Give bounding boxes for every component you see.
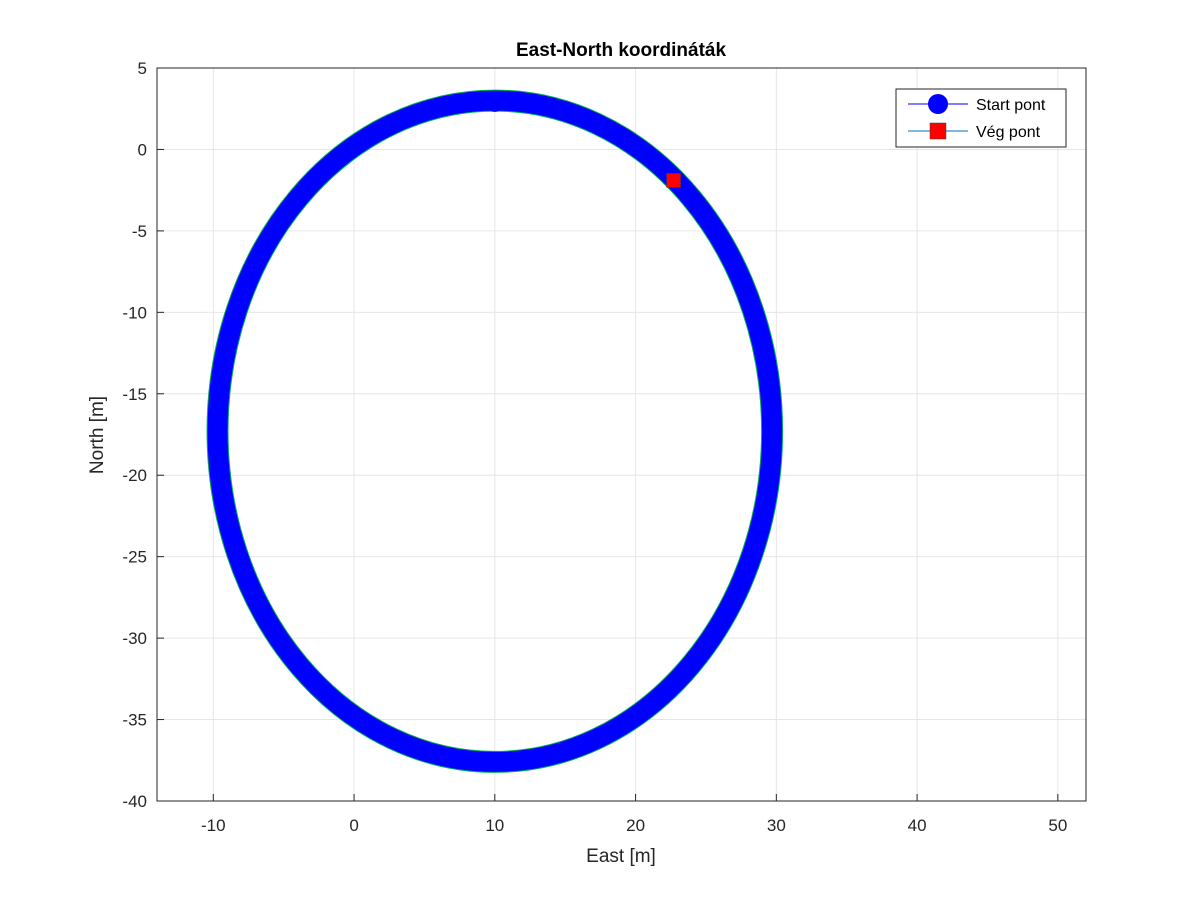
legend-label-start: Start pont xyxy=(976,97,1046,114)
y-tick-label: -30 xyxy=(122,629,147,648)
y-tick-label: -35 xyxy=(122,711,147,730)
grid xyxy=(157,67,1086,802)
x-tick-label: 20 xyxy=(626,816,645,835)
chart-title: East-North koordináták xyxy=(516,40,727,61)
legend-label-end: Vég pont xyxy=(976,124,1041,141)
legend-marker-end xyxy=(929,122,947,140)
y-tick-label: -5 xyxy=(132,222,147,241)
y-tick-label: 5 xyxy=(138,59,147,78)
y-tick-label: -15 xyxy=(122,385,147,404)
legend: Start pont Vég pont xyxy=(895,88,1067,148)
x-tick-label: 30 xyxy=(767,816,786,835)
axes xyxy=(156,67,1087,802)
x-tick-label: 50 xyxy=(1048,816,1067,835)
y-tick-label: -20 xyxy=(122,466,147,485)
y-axis-label: North [m] xyxy=(87,396,108,474)
legend-box xyxy=(895,88,1067,148)
x-tick-label: 10 xyxy=(485,816,504,835)
axes-box xyxy=(156,67,1087,802)
y-tick-label: -10 xyxy=(122,303,147,322)
x-tick-label: 0 xyxy=(349,816,358,835)
x-tick-label: 40 xyxy=(908,816,927,835)
legend-marker-start xyxy=(928,94,948,114)
x-tick-label: -10 xyxy=(201,816,226,835)
y-tick-label: -25 xyxy=(122,548,147,567)
end-point-marker xyxy=(666,173,681,188)
y-tick-label: -40 xyxy=(122,792,147,811)
y-tick-label: 0 xyxy=(138,140,147,159)
x-axis-label: East [m] xyxy=(586,846,656,867)
start-point-marker xyxy=(486,95,503,112)
plot-area xyxy=(206,89,784,773)
